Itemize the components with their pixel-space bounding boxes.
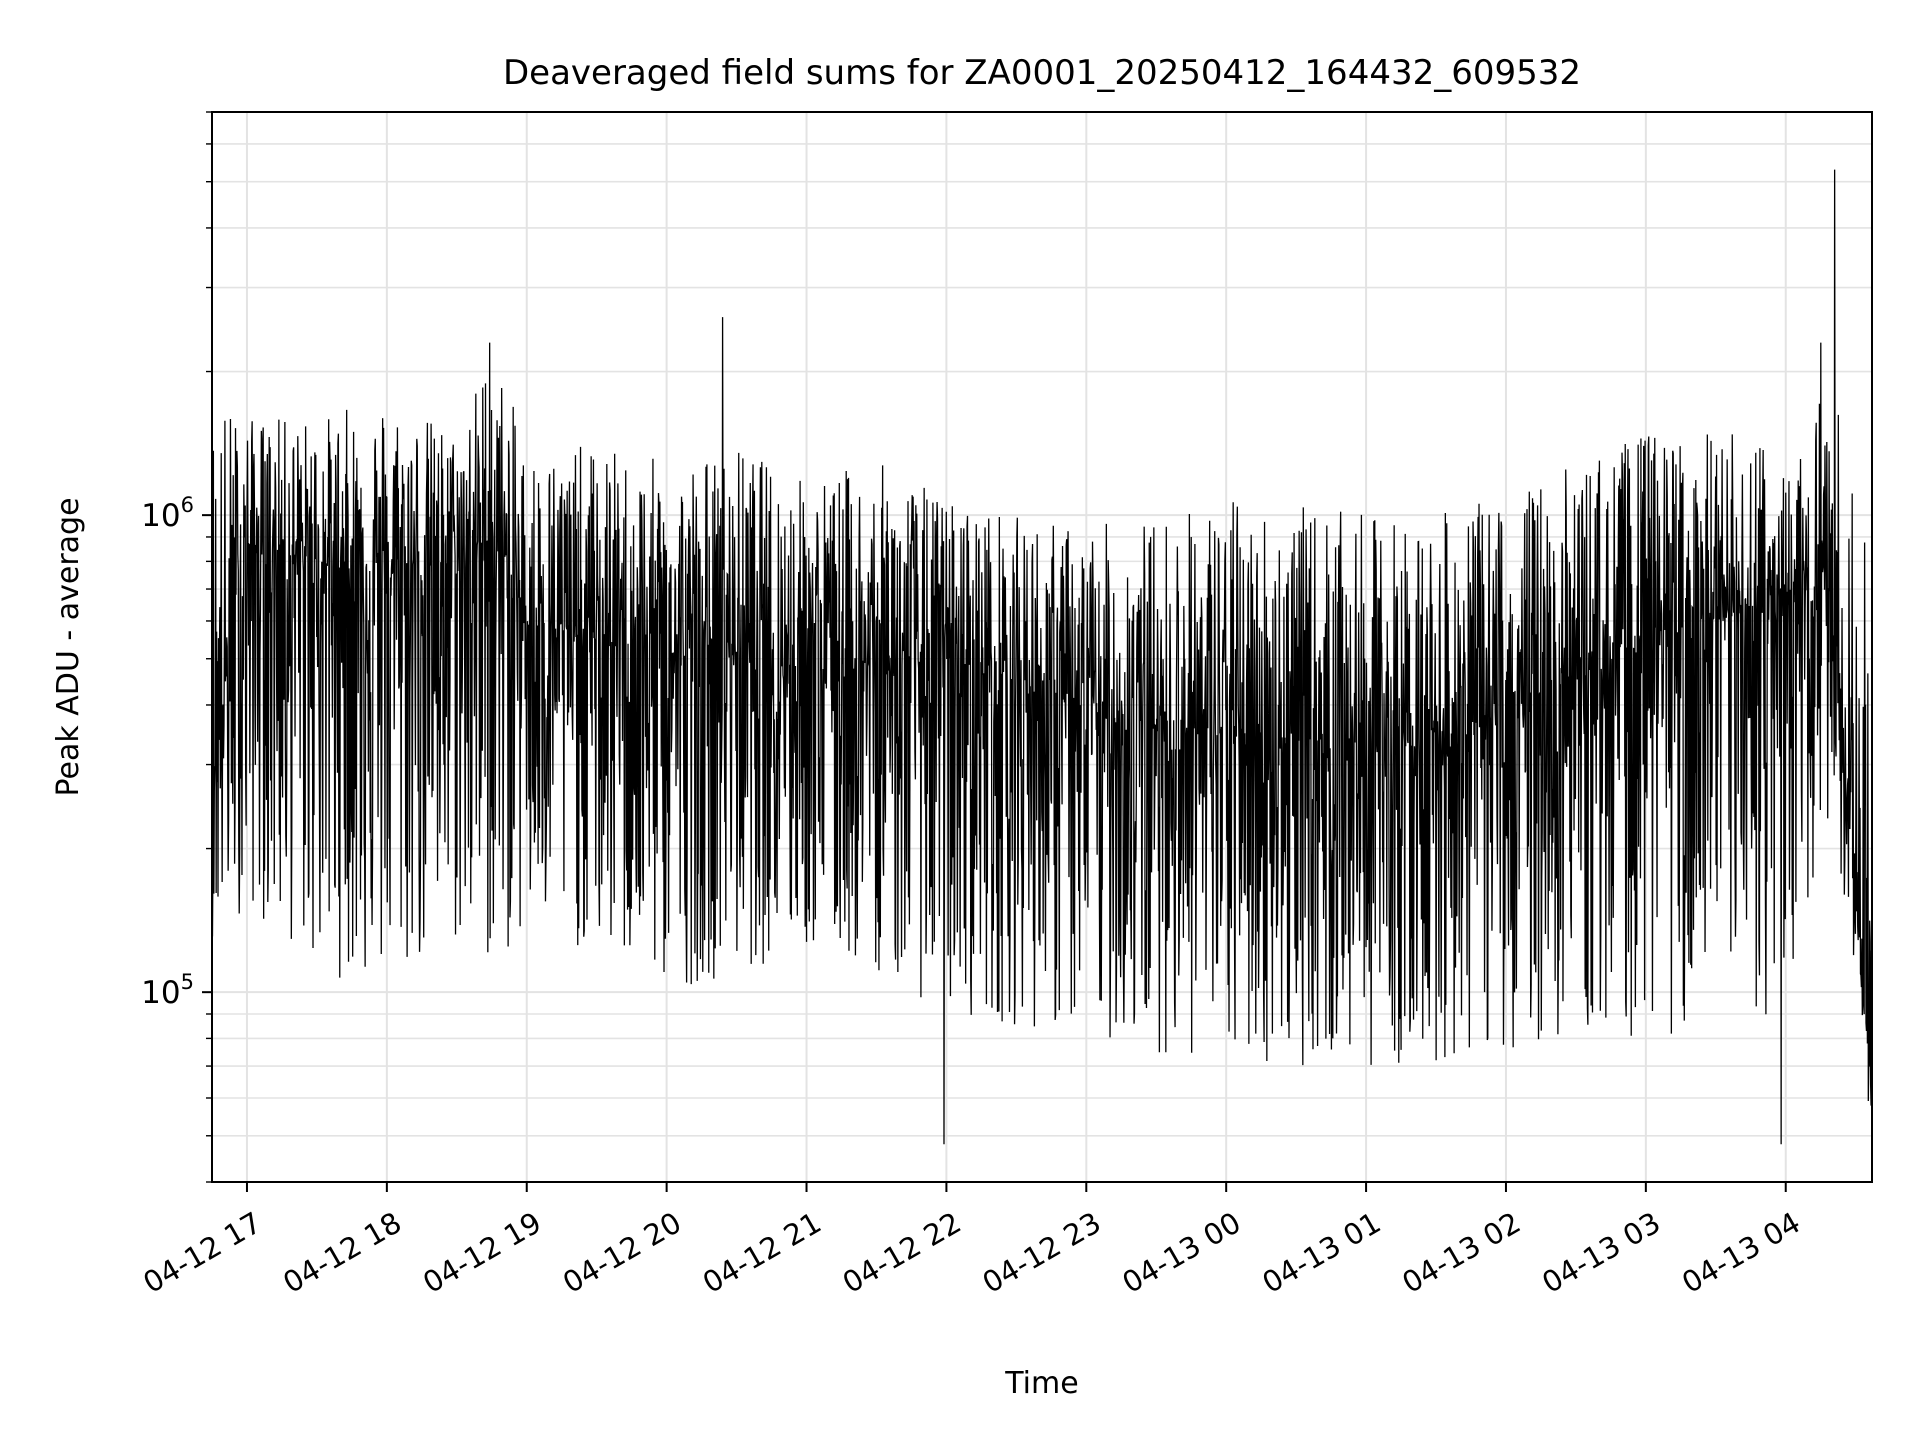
series-path <box>211 169 1873 1145</box>
y-axis-label: Peak ADU - average <box>51 497 86 796</box>
chart-title: Deaveraged field sums for ZA0001_2025041… <box>503 53 1581 93</box>
series-line <box>211 169 1873 1145</box>
x-axis-label: Time <box>1004 1366 1078 1401</box>
y-tick-label: 105 <box>141 970 194 1011</box>
plot-frame <box>211 111 1873 1183</box>
y-axis: 105 106 <box>141 111 212 1183</box>
y-tick-label: 106 <box>141 493 194 534</box>
